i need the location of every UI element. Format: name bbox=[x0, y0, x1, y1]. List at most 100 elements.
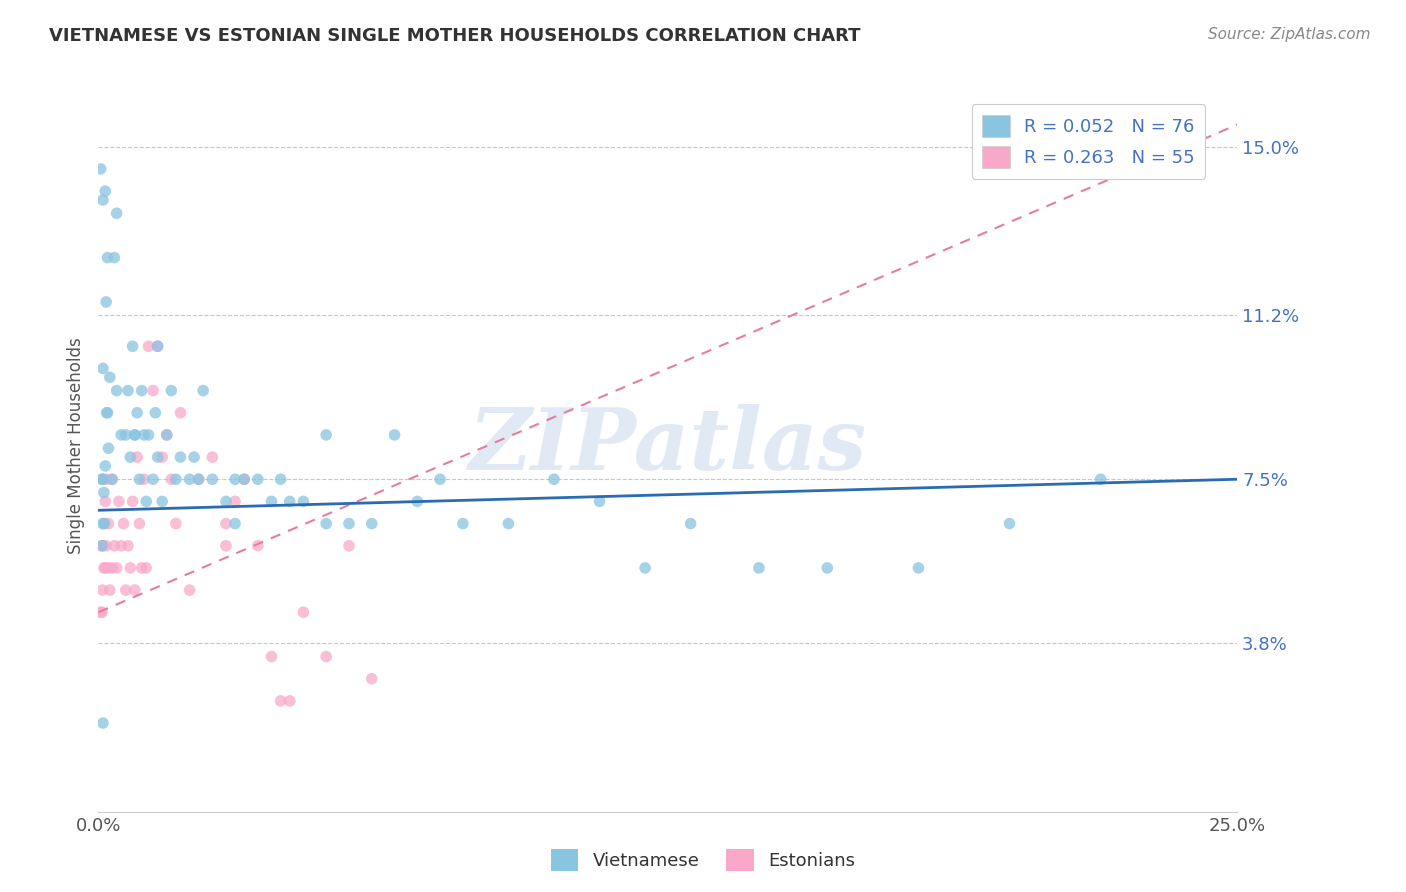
Point bbox=[233, 472, 256, 486]
Point bbox=[146, 339, 169, 353]
Point bbox=[270, 694, 292, 708]
Point bbox=[246, 472, 269, 486]
Point bbox=[91, 361, 114, 376]
Point bbox=[278, 694, 301, 708]
Point bbox=[121, 494, 143, 508]
Point bbox=[260, 649, 283, 664]
Point bbox=[160, 472, 183, 486]
Point bbox=[215, 494, 238, 508]
Point bbox=[315, 649, 337, 664]
Point bbox=[96, 294, 118, 309]
Point bbox=[187, 472, 209, 486]
Point bbox=[94, 561, 117, 575]
Point bbox=[90, 539, 112, 553]
Point bbox=[94, 494, 117, 508]
Point bbox=[145, 406, 167, 420]
Point bbox=[135, 494, 157, 508]
Point bbox=[292, 494, 315, 508]
Point bbox=[634, 561, 657, 575]
Legend: Vietnamese, Estonians: Vietnamese, Estonians bbox=[544, 842, 862, 879]
Point bbox=[112, 516, 135, 531]
Point bbox=[117, 539, 139, 553]
Point bbox=[91, 472, 114, 486]
Point bbox=[233, 472, 256, 486]
Point bbox=[105, 206, 128, 220]
Point bbox=[96, 561, 118, 575]
Point bbox=[150, 450, 173, 464]
Point bbox=[1090, 472, 1112, 486]
Point bbox=[91, 583, 114, 598]
Point bbox=[128, 472, 150, 486]
Point bbox=[96, 406, 118, 420]
Point bbox=[315, 428, 337, 442]
Point bbox=[105, 384, 128, 398]
Point bbox=[360, 516, 382, 531]
Point bbox=[201, 472, 224, 486]
Point bbox=[98, 583, 121, 598]
Point bbox=[96, 539, 118, 553]
Point bbox=[360, 672, 382, 686]
Point bbox=[90, 472, 112, 486]
Point bbox=[91, 716, 114, 731]
Point bbox=[260, 494, 283, 508]
Point bbox=[451, 516, 474, 531]
Point bbox=[131, 561, 153, 575]
Point bbox=[91, 516, 114, 531]
Point bbox=[105, 561, 128, 575]
Point bbox=[124, 428, 146, 442]
Text: ZIPatlas: ZIPatlas bbox=[468, 404, 868, 488]
Point bbox=[156, 428, 179, 442]
Point bbox=[160, 384, 183, 398]
Point bbox=[142, 384, 165, 398]
Point bbox=[165, 472, 187, 486]
Point bbox=[156, 428, 179, 442]
Point bbox=[278, 494, 301, 508]
Point bbox=[748, 561, 770, 575]
Point bbox=[315, 516, 337, 531]
Point bbox=[246, 539, 269, 553]
Text: Source: ZipAtlas.com: Source: ZipAtlas.com bbox=[1208, 27, 1371, 42]
Point bbox=[101, 472, 124, 486]
Point bbox=[96, 251, 118, 265]
Point bbox=[588, 494, 610, 508]
Point bbox=[215, 539, 238, 553]
Point bbox=[142, 472, 165, 486]
Point bbox=[193, 384, 215, 398]
Point bbox=[114, 583, 136, 598]
Point bbox=[165, 516, 187, 531]
Point bbox=[124, 583, 146, 598]
Point bbox=[146, 339, 169, 353]
Point bbox=[215, 516, 238, 531]
Point bbox=[96, 472, 118, 486]
Point bbox=[91, 605, 114, 619]
Legend: R = 0.052   N = 76, R = 0.263   N = 55: R = 0.052 N = 76, R = 0.263 N = 55 bbox=[972, 104, 1205, 178]
Point bbox=[91, 193, 114, 207]
Point bbox=[128, 516, 150, 531]
Point bbox=[183, 450, 205, 464]
Point bbox=[110, 539, 132, 553]
Text: VIETNAMESE VS ESTONIAN SINGLE MOTHER HOUSEHOLDS CORRELATION CHART: VIETNAMESE VS ESTONIAN SINGLE MOTHER HOU… bbox=[49, 27, 860, 45]
Point bbox=[93, 485, 115, 500]
Point bbox=[406, 494, 429, 508]
Point bbox=[998, 516, 1021, 531]
Point bbox=[150, 494, 173, 508]
Point bbox=[101, 472, 124, 486]
Point bbox=[93, 516, 115, 531]
Point bbox=[127, 406, 149, 420]
Point bbox=[132, 428, 155, 442]
Point bbox=[91, 539, 114, 553]
Point bbox=[679, 516, 702, 531]
Point bbox=[292, 605, 315, 619]
Point bbox=[98, 370, 121, 384]
Point bbox=[124, 428, 146, 442]
Point bbox=[120, 561, 142, 575]
Point bbox=[138, 428, 160, 442]
Point bbox=[131, 384, 153, 398]
Point bbox=[132, 472, 155, 486]
Point bbox=[815, 561, 838, 575]
Point bbox=[90, 605, 112, 619]
Point bbox=[179, 472, 201, 486]
Point bbox=[97, 441, 120, 455]
Point bbox=[224, 516, 246, 531]
Point bbox=[114, 428, 136, 442]
